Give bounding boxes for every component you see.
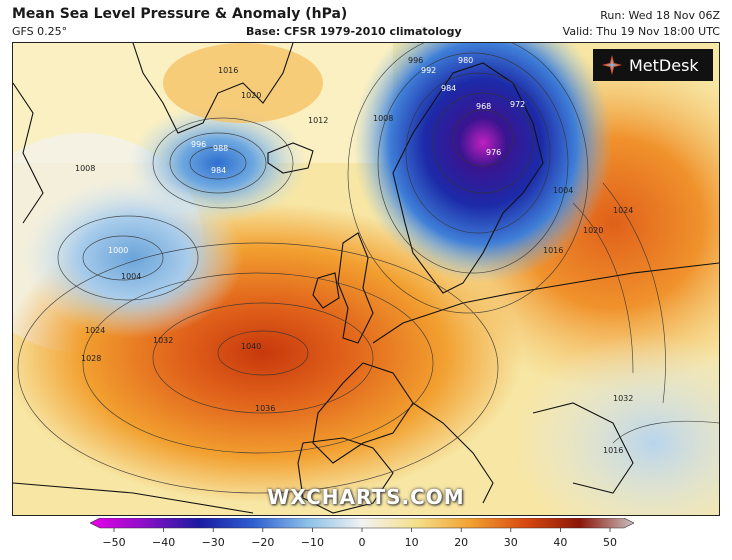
italy-coast bbox=[412, 402, 494, 504]
colorbar-tick-label: 20 bbox=[454, 536, 468, 549]
label-1016-southeast: 1032 bbox=[613, 394, 633, 403]
metdesk-logo: MetDesk bbox=[593, 49, 713, 81]
label-1004-labrador: 1004 bbox=[121, 272, 141, 281]
label-1032-east: 1024 bbox=[613, 206, 633, 215]
map-canvas: 968 972 976 984 988 996 1000 1040 1004 1… bbox=[13, 43, 719, 515]
scandinavia-coast bbox=[392, 62, 544, 294]
label-996: 996 bbox=[191, 140, 206, 149]
isobar-labels: 968 972 976 984 988 996 1000 1040 1004 1… bbox=[75, 56, 633, 455]
run-time-label: Run: Wed 18 Nov 06Z bbox=[600, 9, 720, 22]
colorbar-tick-label: −10 bbox=[301, 536, 324, 549]
climatology-base-label: Base: CFSR 1979-2010 climatology bbox=[246, 25, 462, 38]
colorbar-tick-label: −50 bbox=[102, 536, 125, 549]
label-984: 984 bbox=[211, 166, 226, 175]
metdesk-logo-icon bbox=[602, 55, 622, 75]
pressure-anomaly-map: 968 972 976 984 988 996 1000 1040 1004 1… bbox=[12, 42, 720, 516]
canada-coast bbox=[13, 82, 44, 224]
label-976: 976 bbox=[486, 148, 501, 157]
colorbar-tick-label: −30 bbox=[202, 536, 225, 549]
chart-title: Mean Sea Level Pressure & Anomaly (hPa) bbox=[12, 6, 348, 22]
colorbar-tick-label: 0 bbox=[359, 536, 366, 549]
model-label: GFS 0.25° bbox=[12, 25, 68, 38]
label-1024-east: 1020 bbox=[583, 226, 603, 235]
negative-anomaly-scandinavia bbox=[353, 43, 613, 283]
label-1016-greenland: 1016 bbox=[218, 66, 238, 75]
iceland-coast bbox=[267, 142, 314, 174]
colorbar-tick-label: 30 bbox=[504, 536, 518, 549]
metdesk-logo-text: MetDesk bbox=[629, 55, 699, 75]
label-1012-southeast: 1016 bbox=[603, 446, 623, 455]
colorbar-tick-label: 40 bbox=[553, 536, 567, 549]
label-972: 972 bbox=[510, 100, 525, 109]
label-1024-west: 1024 bbox=[85, 326, 105, 335]
label-1028-west: 1028 bbox=[81, 354, 101, 363]
north-africa-coast bbox=[13, 482, 254, 514]
negative-anomaly-southeast bbox=[513, 333, 719, 515]
colorbar-tick-label: −40 bbox=[152, 536, 175, 549]
great-britain-coast bbox=[337, 232, 374, 344]
colorbar-tick-label: 50 bbox=[603, 536, 617, 549]
label-984-scand: 984 bbox=[441, 84, 456, 93]
colorbar-tick-label: −20 bbox=[251, 536, 274, 549]
colorbar-tick-labels: −50 −40 −30 −20 −10 0 10 20 30 40 50 bbox=[102, 528, 617, 549]
negative-anomaly-labrador bbox=[23, 178, 243, 338]
label-1016-east: 1016 bbox=[543, 246, 563, 255]
north-europe-coast bbox=[372, 262, 719, 344]
label-1012-north: 1012 bbox=[308, 116, 328, 125]
label-980: 980 bbox=[458, 56, 473, 65]
balkans-coast bbox=[532, 402, 634, 494]
colorbar: −50 −40 −30 −20 −10 0 10 20 30 40 50 bbox=[90, 518, 634, 549]
label-968: 968 bbox=[476, 102, 491, 111]
france-coast bbox=[312, 362, 414, 464]
ireland-coast bbox=[312, 272, 340, 309]
iberia-coast bbox=[297, 437, 394, 514]
label-1036: 1036 bbox=[255, 404, 275, 413]
label-1000-labrador: 1000 bbox=[108, 246, 128, 255]
valid-time-label: Valid: Thu 19 Nov 18:00 UTC bbox=[562, 25, 720, 38]
label-1008-west: 1008 bbox=[75, 164, 95, 173]
colorbar-gradient bbox=[90, 518, 634, 529]
label-1032-west: 1032 bbox=[153, 336, 173, 345]
label-992: 992 bbox=[421, 66, 436, 75]
label-1008-north: 1008 bbox=[373, 114, 393, 123]
label-996-scand: 996 bbox=[408, 56, 423, 65]
label-1040: 1040 bbox=[241, 342, 261, 351]
greenland-coast bbox=[132, 43, 294, 134]
coastlines bbox=[13, 43, 719, 514]
wxcharts-watermark: WXCHARTS.COM bbox=[267, 485, 465, 509]
colorbar-tick-label: 10 bbox=[405, 536, 419, 549]
label-988: 988 bbox=[213, 144, 228, 153]
label-1004-east: 1004 bbox=[553, 186, 573, 195]
isobars bbox=[17, 43, 719, 494]
label-1020-greenland: 1020 bbox=[241, 91, 261, 100]
